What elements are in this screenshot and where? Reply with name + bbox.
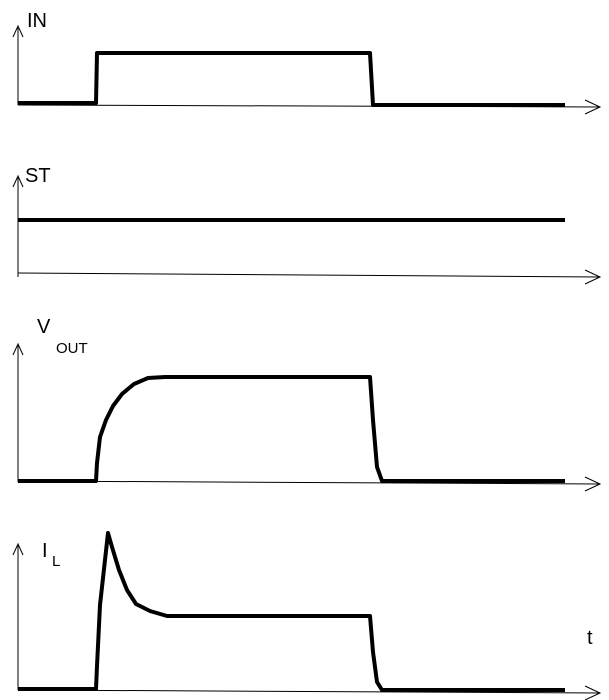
panel-in: IN (12, 10, 602, 115)
st-x-axis (17, 272, 601, 278)
st-x-arrow-icon (584, 269, 602, 285)
in-label: IN (27, 10, 47, 32)
il-y-arrow-icon (12, 542, 24, 556)
vout-x-axis (17, 480, 601, 485)
in-waveform (18, 51, 565, 107)
st-label: ST (25, 165, 51, 187)
il-label-main: I (42, 540, 48, 562)
il-x-axis (17, 689, 601, 694)
il-label-subscript: L (52, 553, 60, 570)
panel-st: ST (12, 165, 602, 285)
in-y-arrow-icon (12, 24, 24, 38)
time-axis-label: t (587, 627, 593, 649)
vout-label-subscript: OUT (56, 340, 88, 357)
vout-y-arrow-icon (12, 342, 24, 356)
st-y-arrow-icon (12, 174, 24, 188)
vout-x-arrow-icon (584, 476, 602, 492)
in-x-arrow-icon (584, 99, 602, 115)
il-x-arrow-icon (584, 685, 602, 700)
panel-vout: V OUT (12, 316, 602, 492)
vout-label-main: V (37, 316, 51, 338)
vout-waveform (18, 375, 565, 483)
il-waveform (18, 531, 565, 692)
panel-il: I L t (12, 531, 602, 700)
